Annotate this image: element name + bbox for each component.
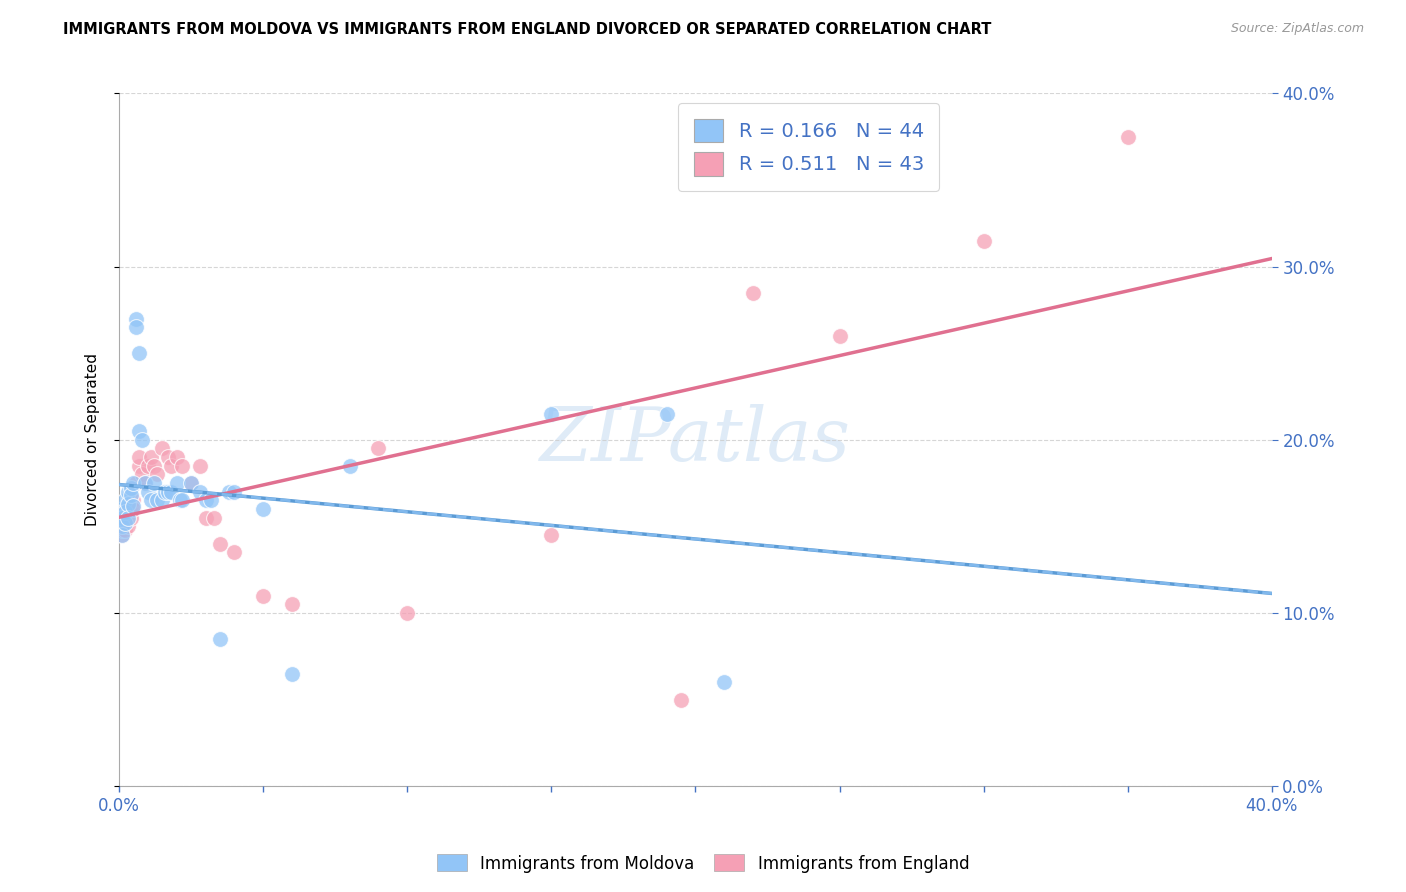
Point (742, 285, 765, 300)
Point (160, 484, 183, 499)
Point (200, 493, 222, 508)
Point (111, 510, 134, 524)
Point (224, 484, 246, 499)
Point (153, 484, 176, 499)
Point (125, 311, 148, 326)
Point (208, 632, 231, 646)
Point (134, 476, 156, 491)
Point (172, 493, 194, 508)
Point (122, 493, 145, 508)
Point (218, 484, 240, 499)
Point (202, 510, 225, 524)
Point (150, 442, 173, 456)
Point (125, 320, 148, 334)
Point (145, 467, 167, 482)
Text: ZIPatlas: ZIPatlas (540, 403, 851, 476)
Point (114, 506, 136, 520)
Point (111, 519, 134, 533)
Point (111, 510, 134, 524)
Point (252, 589, 274, 603)
Point (120, 481, 142, 495)
Point (396, 606, 419, 620)
Point (122, 476, 145, 491)
Point (128, 450, 150, 464)
Point (180, 476, 202, 491)
Point (111, 502, 134, 516)
Point (139, 450, 162, 464)
Point (281, 666, 304, 681)
Point (142, 476, 165, 491)
Point (142, 458, 165, 473)
Point (136, 484, 159, 499)
Point (139, 493, 162, 508)
Point (122, 502, 145, 516)
Point (114, 523, 136, 537)
Point (131, 433, 153, 447)
Point (194, 493, 217, 508)
Point (973, 234, 995, 248)
Point (114, 516, 136, 530)
Point (281, 597, 304, 611)
Point (188, 484, 211, 499)
Point (655, 407, 678, 421)
Point (120, 510, 142, 524)
Point (208, 536, 231, 550)
Point (134, 476, 156, 491)
Point (1116, 129, 1139, 144)
Point (128, 458, 150, 473)
Point (117, 484, 139, 499)
Point (136, 458, 159, 473)
Point (122, 499, 145, 513)
Legend: Immigrants from Moldova, Immigrants from England: Immigrants from Moldova, Immigrants from… (430, 847, 976, 880)
Point (713, 675, 735, 690)
Point (128, 424, 150, 438)
Text: Source: ZipAtlas.com: Source: ZipAtlas.com (1230, 22, 1364, 36)
Point (114, 516, 136, 530)
Point (128, 346, 150, 360)
Point (166, 476, 188, 491)
Point (160, 458, 183, 473)
Point (145, 493, 167, 508)
Point (114, 493, 136, 508)
Point (157, 484, 180, 499)
Point (224, 545, 246, 559)
Point (111, 523, 134, 537)
Point (117, 502, 139, 516)
Point (117, 510, 139, 524)
Point (117, 497, 139, 511)
Point (188, 458, 211, 473)
Point (117, 519, 139, 533)
Point (339, 458, 361, 473)
Point (172, 458, 194, 473)
Y-axis label: Divorced or Separated: Divorced or Separated (86, 353, 100, 526)
Point (131, 467, 153, 482)
Point (111, 528, 134, 542)
Text: IMMIGRANTS FROM MOLDOVA VS IMMIGRANTS FROM ENGLAND DIVORCED OR SEPARATED CORRELA: IMMIGRANTS FROM MOLDOVA VS IMMIGRANTS FR… (63, 22, 991, 37)
Legend: R = 0.166   N = 44, R = 0.511   N = 43: R = 0.166 N = 44, R = 0.511 N = 43 (678, 103, 939, 192)
Point (114, 506, 136, 520)
Point (194, 510, 217, 524)
Point (120, 488, 142, 502)
Point (166, 450, 188, 464)
Point (120, 499, 142, 513)
Point (157, 450, 180, 464)
Point (367, 442, 389, 456)
Point (540, 528, 562, 542)
Point (180, 476, 202, 491)
Point (540, 407, 562, 421)
Point (111, 519, 134, 533)
Point (150, 493, 173, 508)
Point (125, 476, 148, 491)
Point (669, 692, 692, 706)
Point (828, 328, 851, 343)
Point (111, 528, 134, 542)
Point (169, 493, 191, 508)
Point (252, 502, 274, 516)
